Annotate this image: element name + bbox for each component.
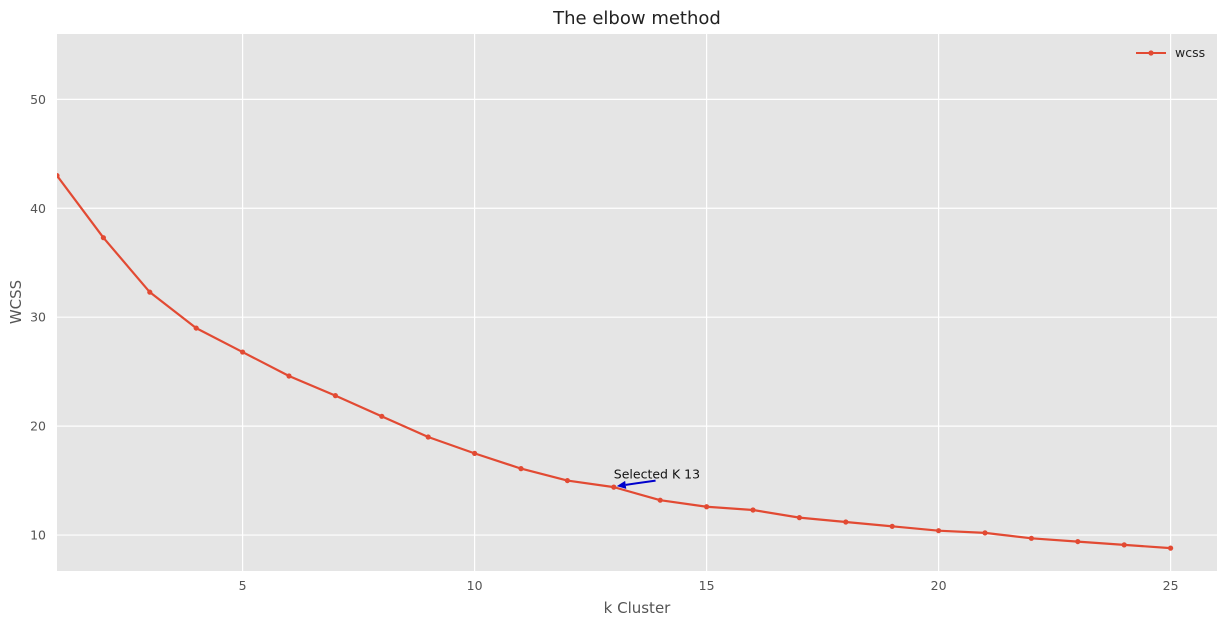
- y-tick-label-20: 20: [30, 419, 46, 434]
- data-point-k-22: [1028, 535, 1034, 541]
- y-tick-label-10: 10: [30, 528, 46, 543]
- x-tick-label-15: 15: [699, 578, 715, 593]
- legend-marker-wcss: [1148, 50, 1154, 56]
- y-tick-label-40: 40: [30, 201, 46, 216]
- data-point-k-16: [750, 507, 756, 513]
- tick-labels: 5 10 15 20 25 10 20 30 40 50: [30, 92, 1178, 593]
- data-point-k-19: [889, 523, 895, 529]
- series-layer: [57, 173, 1174, 551]
- data-point-k-13: [611, 484, 617, 490]
- annotation-arrowhead: [616, 480, 627, 489]
- data-point-k-15: [704, 504, 710, 510]
- chart-title: The elbow method: [552, 8, 721, 29]
- data-point-k-1: [57, 173, 60, 179]
- data-point-k-7: [332, 393, 338, 399]
- data-point-k-18: [843, 519, 849, 525]
- x-axis-label: k Cluster: [604, 599, 672, 617]
- y-axis-label: WCSS: [7, 280, 25, 324]
- legend: wcss: [1136, 45, 1205, 60]
- data-point-k-11: [518, 466, 524, 472]
- data-point-k-4: [193, 325, 199, 331]
- data-point-k-20: [936, 528, 942, 534]
- x-tick-label-20: 20: [931, 578, 947, 593]
- data-point-k-14: [657, 497, 663, 503]
- x-tick-label-10: 10: [467, 578, 483, 593]
- legend-label-wcss: wcss: [1175, 45, 1205, 60]
- data-point-k-17: [796, 515, 803, 521]
- data-point-k-24: [1121, 542, 1127, 548]
- data-point-k-23: [1075, 538, 1081, 545]
- data-point-k-12: [564, 477, 571, 484]
- grid-lines: [57, 34, 1217, 571]
- data-point-k-5: [240, 349, 246, 355]
- x-tick-label-5: 5: [239, 578, 247, 593]
- data-point-k-21: [982, 530, 988, 536]
- data-point-k-9: [425, 434, 431, 440]
- data-point-k-6: [286, 373, 292, 379]
- annotation-label: Selected K 13: [614, 467, 700, 482]
- data-point-k-25: [1168, 545, 1174, 551]
- x-tick-label-25: 25: [1163, 578, 1179, 593]
- y-tick-label-50: 50: [30, 92, 46, 107]
- data-point-k-8: [379, 413, 385, 419]
- annotation-arrow: [625, 479, 656, 486]
- plot-background: [57, 34, 1217, 571]
- data-point-k-10: [472, 450, 478, 456]
- annotation-group: Selected K 13: [614, 467, 700, 489]
- data-point-k-3: [147, 289, 153, 295]
- y-tick-label-30: 30: [30, 310, 46, 325]
- data-point-k-2: [100, 235, 106, 241]
